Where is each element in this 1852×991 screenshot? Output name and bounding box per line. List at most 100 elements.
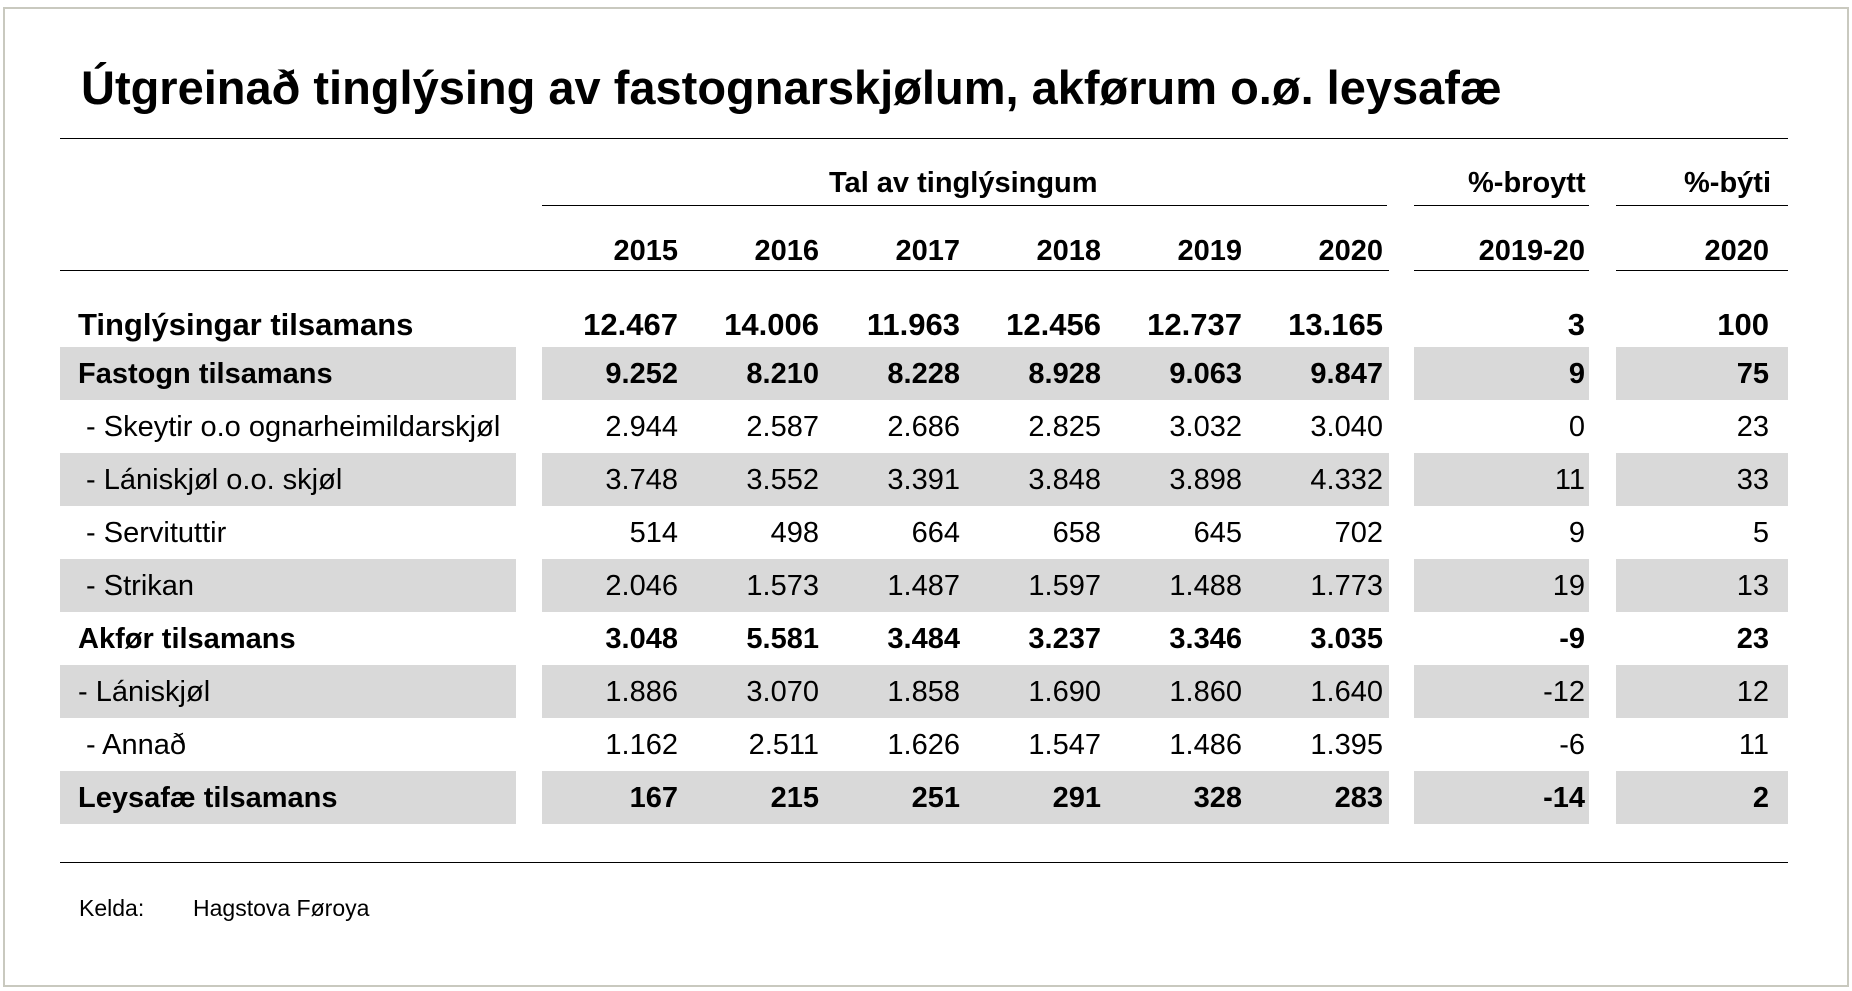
table-cell: 1.162 bbox=[605, 729, 678, 761]
row-label: - Strikan bbox=[78, 570, 195, 602]
rule-under-title bbox=[60, 138, 1788, 139]
footer-source-label: Kelda: bbox=[79, 895, 145, 921]
table-cell: 664 bbox=[911, 517, 960, 549]
share-cell: 100 bbox=[1717, 307, 1769, 342]
table-cell: 2.587 bbox=[746, 411, 819, 443]
share-cell: 23 bbox=[1736, 623, 1769, 655]
table-cell: 1.690 bbox=[1028, 676, 1101, 708]
table-cell: 13.165 bbox=[1288, 307, 1383, 342]
table-cell: 5.581 bbox=[746, 623, 819, 655]
table-cell: 1.488 bbox=[1169, 570, 1242, 602]
table-title: Útgreinað tinglýsing av fastognarskjølum… bbox=[81, 61, 1502, 114]
table-cell: 8.928 bbox=[1028, 358, 1101, 390]
share-year-header: 2020 bbox=[1704, 235, 1769, 267]
change-cell: -6 bbox=[1559, 729, 1585, 761]
table-cell: 3.032 bbox=[1169, 411, 1242, 443]
rule-under-header-label bbox=[60, 270, 1389, 271]
table-cell: 215 bbox=[770, 782, 819, 814]
table-cell: 658 bbox=[1052, 517, 1101, 549]
year-header: 2016 bbox=[754, 235, 819, 267]
row-stripe bbox=[60, 771, 516, 824]
row-stripe bbox=[542, 453, 1389, 506]
share-cell: 13 bbox=[1736, 570, 1769, 602]
change-cell: 3 bbox=[1567, 307, 1585, 342]
table-cell: 3.391 bbox=[887, 464, 960, 496]
share-cell: 12 bbox=[1736, 676, 1769, 708]
row-label: Akfør tilsamans bbox=[78, 623, 296, 655]
table-cell: 1.395 bbox=[1310, 729, 1383, 761]
row-label: Tinglýsingar tilsamans bbox=[78, 307, 414, 342]
share-cell: 2 bbox=[1752, 782, 1769, 814]
table-cell: 3.070 bbox=[746, 676, 819, 708]
change-cell: -9 bbox=[1559, 623, 1585, 655]
table-cell: 2.825 bbox=[1028, 411, 1101, 443]
row-stripe bbox=[1414, 665, 1589, 718]
row-label: - Servituttir bbox=[78, 517, 227, 549]
table-cell: 8.228 bbox=[887, 358, 960, 390]
table-cell: 498 bbox=[770, 517, 819, 549]
table-cell: 8.210 bbox=[746, 358, 819, 390]
table-cell: 3.035 bbox=[1310, 623, 1383, 655]
table-cell: 1.487 bbox=[887, 570, 960, 602]
row-stripe bbox=[1414, 771, 1589, 824]
table-cell: 3.848 bbox=[1028, 464, 1101, 496]
change-cell: 9 bbox=[1568, 358, 1585, 390]
row-stripe bbox=[542, 347, 1389, 400]
change-cell: -12 bbox=[1543, 676, 1585, 708]
row-stripe bbox=[1616, 453, 1788, 506]
table-cell: 291 bbox=[1052, 782, 1101, 814]
change-cell: -14 bbox=[1543, 782, 1585, 814]
table-cell: 9.063 bbox=[1169, 358, 1242, 390]
change-cell: 0 bbox=[1568, 411, 1585, 443]
table-cell: 1.597 bbox=[1028, 570, 1101, 602]
row-stripe bbox=[60, 559, 516, 612]
row-stripe bbox=[60, 347, 516, 400]
table-cell: 3.484 bbox=[887, 623, 960, 655]
row-stripe bbox=[1616, 559, 1788, 612]
table-cell: 2.511 bbox=[748, 729, 819, 761]
table-cell: 12.467 bbox=[583, 307, 678, 342]
table-cell: 283 bbox=[1334, 782, 1383, 814]
table-cell: 3.552 bbox=[746, 464, 819, 496]
row-label: - Skeytir o.o ognarheimildarskjøl bbox=[78, 411, 501, 443]
row-stripe bbox=[60, 453, 516, 506]
row-label: Leysafæ tilsamans bbox=[78, 782, 338, 814]
row-label: - Annað bbox=[78, 729, 187, 761]
change-period-header: 2019-20 bbox=[1478, 235, 1585, 267]
table-cell: 3.898 bbox=[1169, 464, 1242, 496]
table-cell: 3.048 bbox=[605, 623, 678, 655]
share-cell: 75 bbox=[1736, 358, 1769, 390]
table-cell: 251 bbox=[911, 782, 960, 814]
rule-under-count-group bbox=[542, 205, 1387, 206]
footer-source-value: Hagstova Føroya bbox=[193, 895, 370, 921]
row-label: Fastogn tilsamans bbox=[78, 358, 333, 390]
table-cell: 2.944 bbox=[605, 411, 678, 443]
table-cell: 3.237 bbox=[1028, 623, 1101, 655]
table-cell: 2.686 bbox=[887, 411, 960, 443]
row-stripe bbox=[60, 665, 516, 718]
header-group-count: Tal av tinglýsingum bbox=[829, 167, 1098, 199]
rule-under-change-group bbox=[1414, 205, 1589, 206]
row-stripe bbox=[542, 771, 1389, 824]
row-label: - Lániskjøl o.o. skjøl bbox=[78, 464, 343, 496]
rule-under-share-group bbox=[1616, 205, 1788, 206]
rule-under-header-change bbox=[1414, 270, 1589, 271]
table-cell: 167 bbox=[629, 782, 678, 814]
table-cell: 11.963 bbox=[866, 307, 960, 342]
row-stripe bbox=[542, 665, 1389, 718]
table-cell: 12.456 bbox=[1006, 307, 1101, 342]
header-group-share: %-býti bbox=[1684, 167, 1771, 199]
row-stripe bbox=[1616, 665, 1788, 718]
share-cell: 33 bbox=[1736, 464, 1769, 496]
share-cell: 5 bbox=[1752, 517, 1769, 549]
table-cell: 14.006 bbox=[724, 307, 819, 342]
row-stripe bbox=[1414, 559, 1589, 612]
table-cell: 514 bbox=[629, 517, 678, 549]
year-header: 2018 bbox=[1036, 235, 1101, 267]
table-cell: 9.847 bbox=[1310, 358, 1383, 390]
row-stripe bbox=[542, 559, 1389, 612]
table-cell: 3.040 bbox=[1310, 411, 1383, 443]
table-cell: 1.573 bbox=[746, 570, 819, 602]
year-header: 2015 bbox=[613, 235, 678, 267]
row-stripe bbox=[1616, 347, 1788, 400]
